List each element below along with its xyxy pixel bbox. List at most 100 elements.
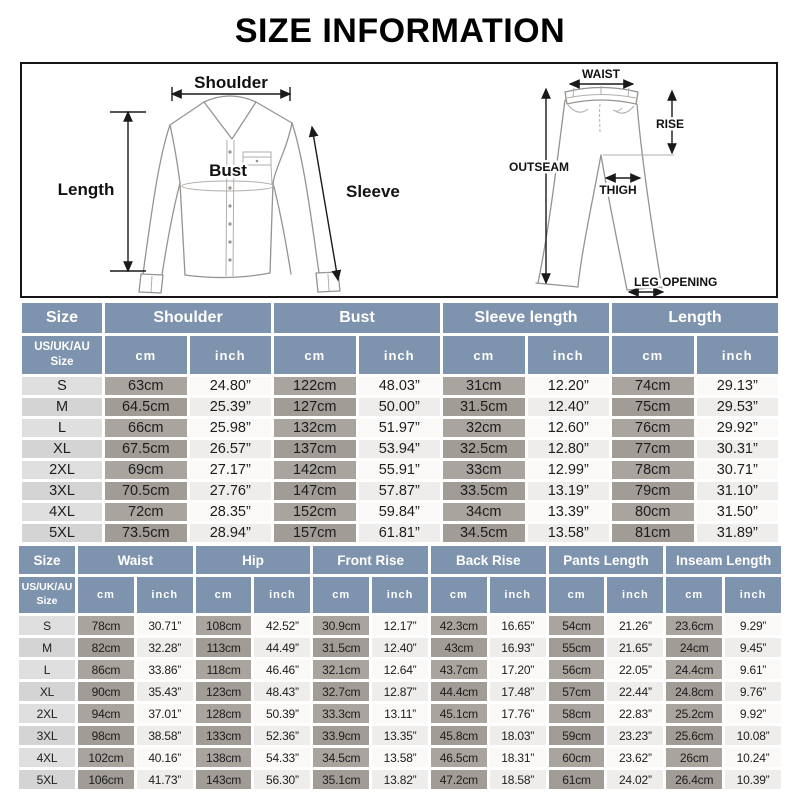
cm-value-cell: 78cm (78, 616, 134, 635)
cm-value-cell: 32.1cm (313, 660, 370, 679)
cm-value-cell: 80cm (612, 503, 694, 521)
cm-value-cell: 72cm (105, 503, 187, 521)
inch-value-cell: 30.71” (696, 461, 778, 479)
cm-value-cell: 31cm (443, 377, 525, 395)
cm-value-cell: 64.5cm (105, 398, 187, 416)
column-group-header: Back Rise (430, 546, 546, 574)
unit-header-row: US/UK/AU Size cm inch cm inch cm inch cm inch cm i… (19, 577, 781, 613)
cm-value-cell: 66cm (105, 419, 187, 437)
inch-value-cell: 24.02” (607, 770, 664, 789)
inch-value-cell: 29.13” (696, 377, 778, 395)
unit-header-inch: inch (527, 336, 609, 374)
unit-header-cm: cm (666, 577, 723, 613)
inch-value-cell: 17.20” (489, 660, 546, 679)
cm-value-cell: 82cm (78, 638, 134, 657)
unit-header-inch: inch (358, 336, 440, 374)
cm-value-cell: 23.6cm (666, 616, 723, 635)
unit-header-inch: inch (489, 577, 546, 613)
size-row: S 63cm 24.80” 122cm 48.03” 31cm 12.20” 74cm 29.1… (22, 377, 778, 395)
inch-value-cell: 18.58” (489, 770, 546, 789)
size-row: 2XL 69cm 27.17” 142cm 55.91” 33cm 12.99” 78cm 30… (22, 461, 778, 479)
inch-value-cell: 12.64” (372, 660, 428, 679)
size-row: 4XL 102cm 40.16” 138cm 54.33” 34.5cm 13.58” 46.… (19, 748, 781, 767)
cm-value-cell: 35.1cm (313, 770, 370, 789)
column-group-header: Sleeve length (443, 303, 609, 333)
inch-value-cell: 32.28” (136, 638, 193, 657)
inch-value-cell: 25.39” (189, 398, 271, 416)
cm-value-cell: 57cm (548, 682, 605, 701)
cm-value-cell: 47.2cm (430, 770, 487, 789)
cm-value-cell: 152cm (274, 503, 356, 521)
inch-value-cell: 27.76” (189, 482, 271, 500)
inch-value-cell: 12.87” (372, 682, 428, 701)
waist-label: WAIST (582, 67, 621, 81)
cm-value-cell: 133cm (195, 726, 252, 745)
inch-value-cell: 18.31” (489, 748, 546, 767)
size-label-cell: 2XL (19, 704, 75, 723)
size-row: L 86cm 33.86” 118cm 46.46” 32.1cm 12.64” 43.7cm… (19, 660, 781, 679)
column-group-header: Bust (274, 303, 440, 333)
unit-header-inch: inch (189, 336, 271, 374)
cm-value-cell: 128cm (195, 704, 252, 723)
inch-value-cell: 29.92” (696, 419, 778, 437)
outseam-label: OUTSEAM (509, 160, 569, 174)
cm-value-cell: 69cm (105, 461, 187, 479)
measurement-diagram-box: Shoulder Length Bust Sleeve (20, 62, 778, 298)
inch-value-cell: 55.91” (358, 461, 440, 479)
inch-value-cell: 48.43” (254, 682, 311, 701)
cm-value-cell: 31.5cm (313, 638, 370, 657)
cm-value-cell: 60cm (548, 748, 605, 767)
inch-value-cell: 41.73” (136, 770, 193, 789)
inch-value-cell: 13.11” (372, 704, 428, 723)
cm-value-cell: 55cm (548, 638, 605, 657)
cm-value-cell: 30.9cm (313, 616, 370, 635)
inch-value-cell: 51.97” (358, 419, 440, 437)
inch-value-cell: 61.81” (358, 524, 440, 542)
inch-value-cell: 13.39” (527, 503, 609, 521)
column-group-header: Size (22, 303, 102, 333)
cm-value-cell: 59cm (548, 726, 605, 745)
inch-value-cell: 46.46” (254, 660, 311, 679)
inch-value-cell: 23.62” (607, 748, 664, 767)
cm-value-cell: 78cm (612, 461, 694, 479)
cm-value-cell: 24.4cm (666, 660, 723, 679)
size-row: XL 67.5cm 26.57” 137cm 53.94” 32.5cm 12.80” 77c… (22, 440, 778, 458)
inch-value-cell: 12.20” (527, 377, 609, 395)
cm-value-cell: 45.8cm (430, 726, 487, 745)
size-label-cell: M (19, 638, 75, 657)
cm-value-cell: 70.5cm (105, 482, 187, 500)
size-label-cell: L (22, 419, 102, 437)
cm-value-cell: 157cm (274, 524, 356, 542)
unit-header-inch: inch (254, 577, 311, 613)
cm-value-cell: 33.5cm (443, 482, 525, 500)
size-label-cell: XL (22, 440, 102, 458)
size-label-cell: 5XL (19, 770, 75, 789)
unit-header-inch: inch (372, 577, 428, 613)
size-label-cell: 4XL (19, 748, 75, 767)
thigh-label: THIGH (599, 183, 636, 197)
cm-value-cell: 31.5cm (443, 398, 525, 416)
unit-header-cm: cm (443, 336, 525, 374)
cm-value-cell: 122cm (274, 377, 356, 395)
inch-value-cell: 52.36” (254, 726, 311, 745)
group-header-row: Size Waist Hip Front Rise Back Rise Pants Len… (19, 546, 781, 574)
cm-value-cell: 63cm (105, 377, 187, 395)
unit-header-inch: inch (607, 577, 664, 613)
cm-value-cell: 123cm (195, 682, 252, 701)
column-group-header: Shoulder (105, 303, 271, 333)
unit-header-inch: inch (136, 577, 193, 613)
size-standard-header: US/UK/AU Size (22, 336, 102, 374)
length-label: Length (58, 180, 115, 199)
inch-value-cell: 24.80” (189, 377, 271, 395)
size-row: 2XL 94cm 37.01” 128cm 50.39” 33.3cm 13.11” 45.1… (19, 704, 781, 723)
cm-value-cell: 56cm (548, 660, 605, 679)
cm-value-cell: 132cm (274, 419, 356, 437)
column-group-header: Hip (195, 546, 311, 574)
cm-value-cell: 46.5cm (430, 748, 487, 767)
inch-value-cell: 9.92” (725, 704, 781, 723)
pants-measure-arrows (541, 79, 677, 296)
cm-value-cell: 118cm (195, 660, 252, 679)
inch-value-cell: 13.58” (527, 524, 609, 542)
inch-value-cell: 30.71” (136, 616, 193, 635)
unit-header-cm: cm (274, 336, 356, 374)
